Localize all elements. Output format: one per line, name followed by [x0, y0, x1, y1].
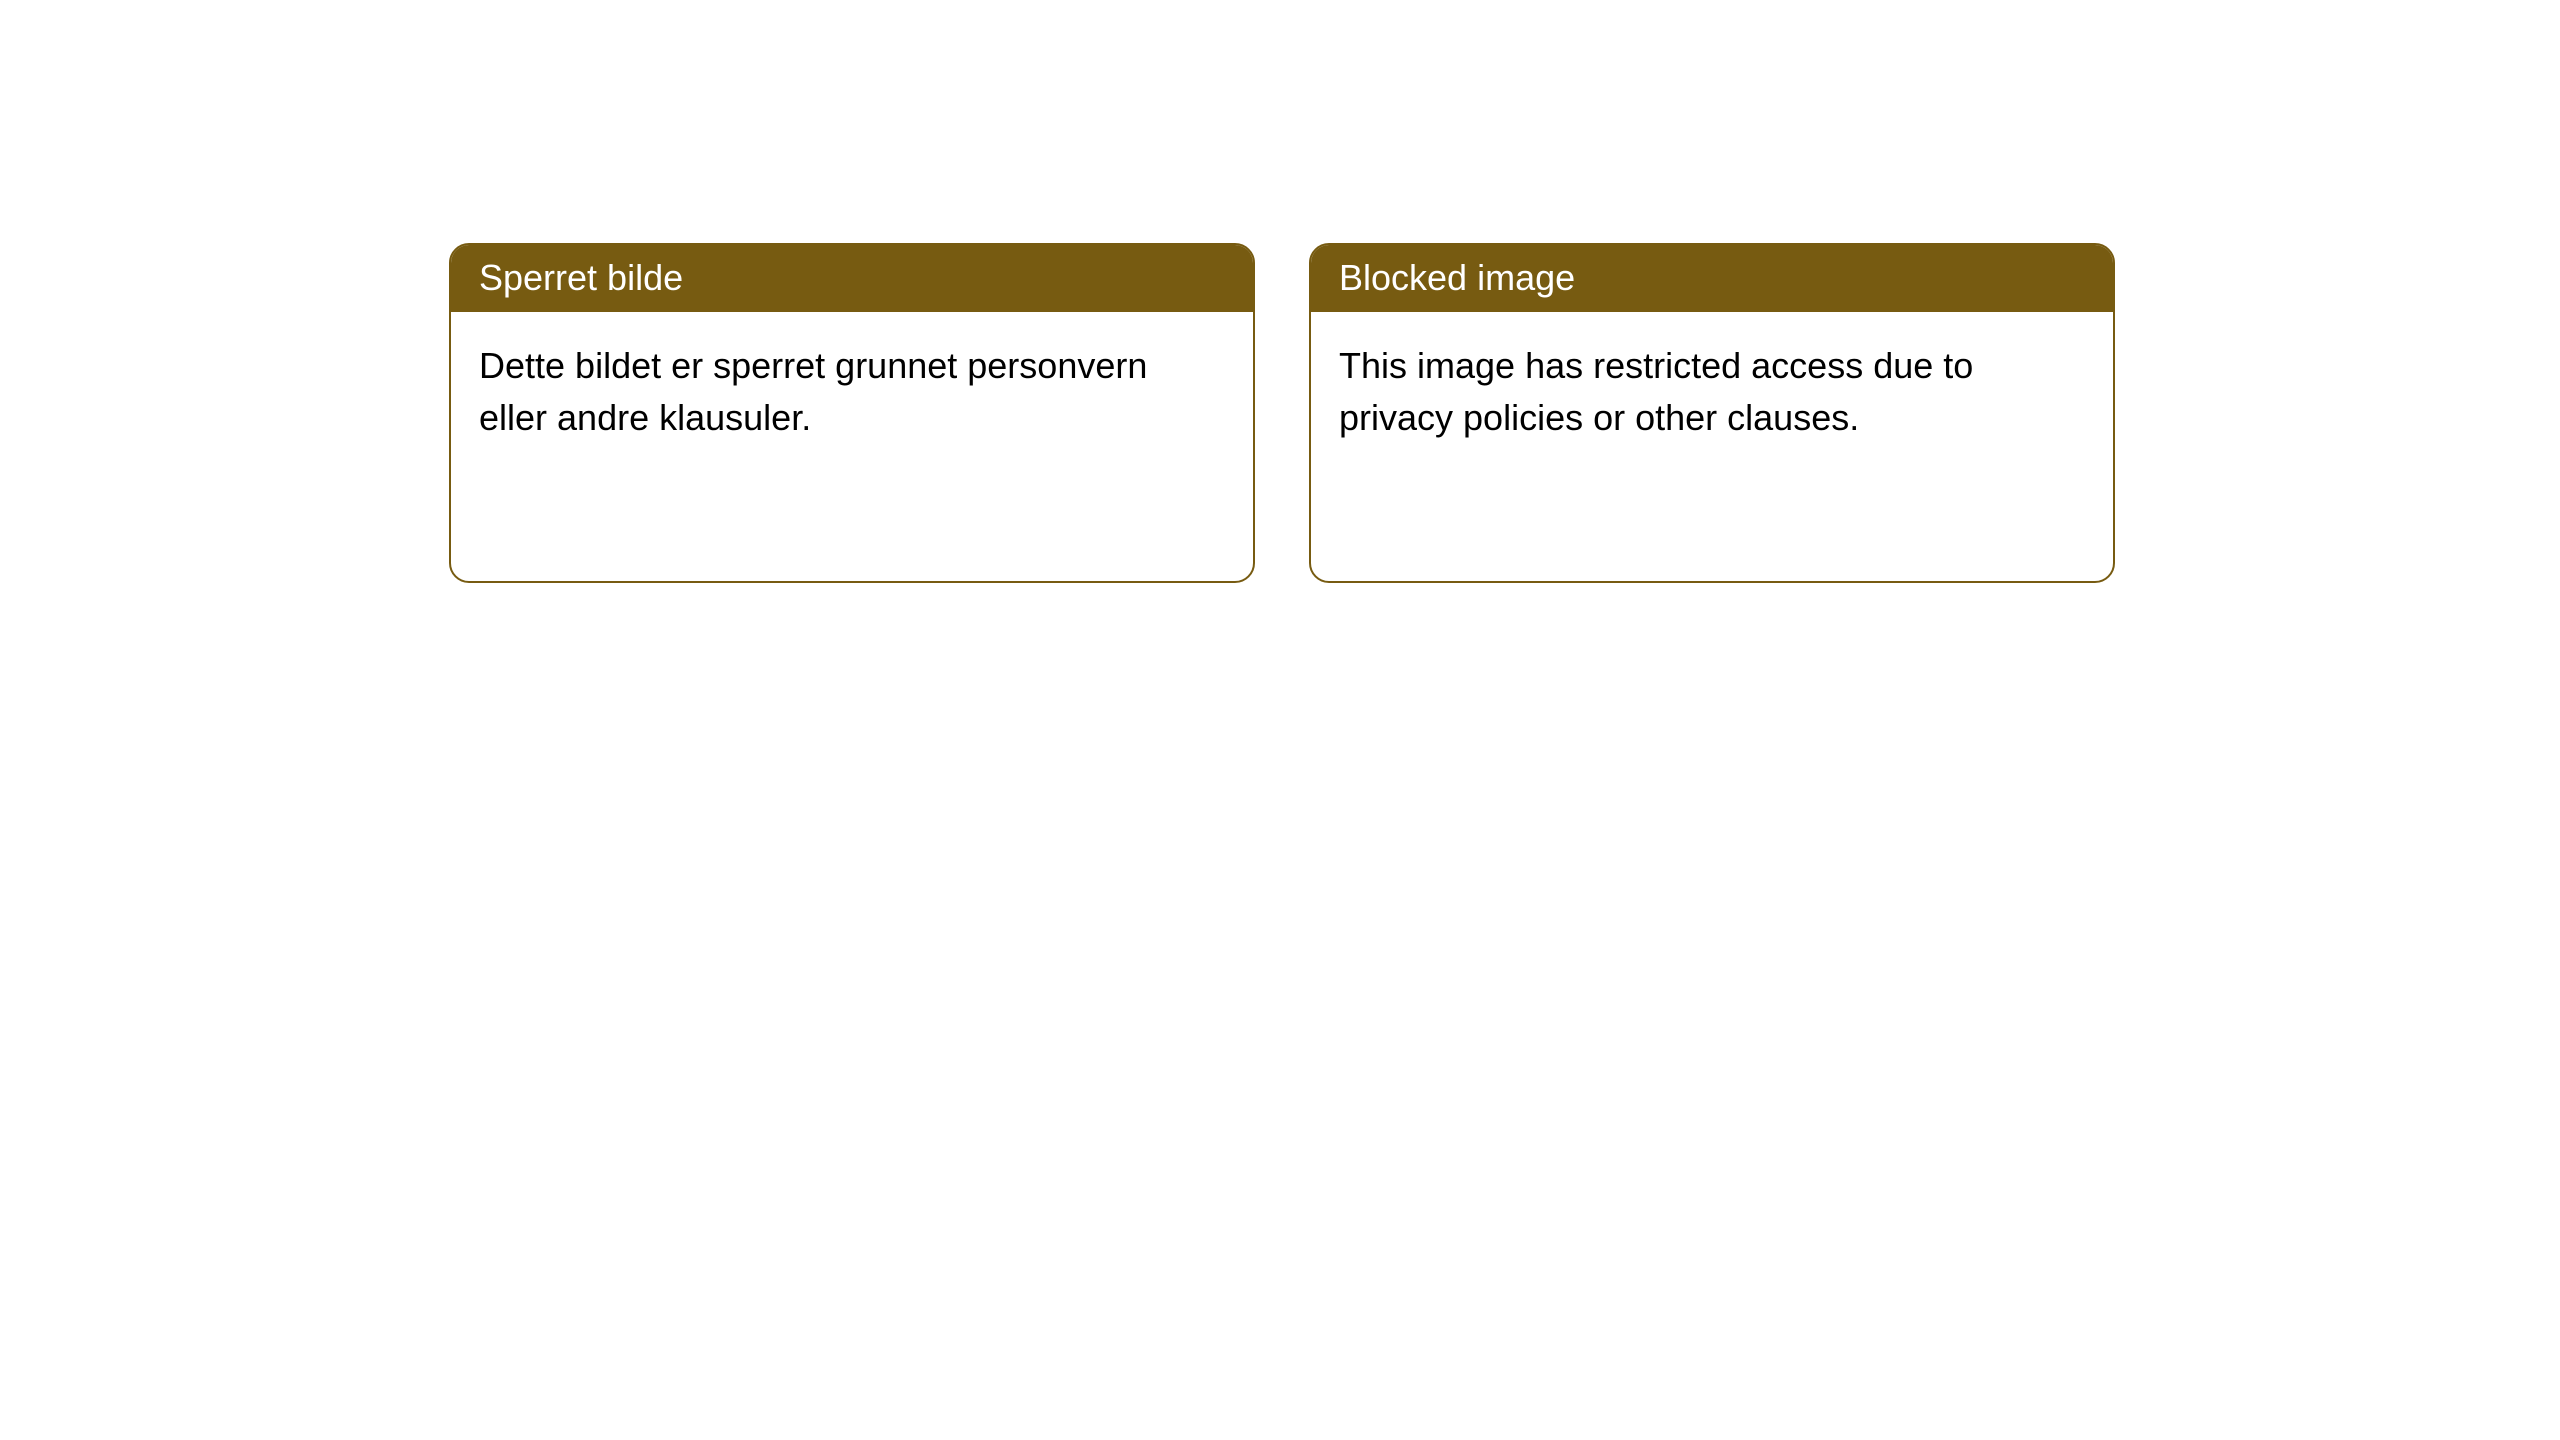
notice-card-body-no: Dette bildet er sperret grunnet personve…: [451, 312, 1253, 472]
notice-container: Sperret bilde Dette bildet er sperret gr…: [0, 0, 2560, 583]
notice-card-title-no: Sperret bilde: [451, 245, 1253, 312]
notice-card-en: Blocked image This image has restricted …: [1309, 243, 2115, 583]
notice-card-title-en: Blocked image: [1311, 245, 2113, 312]
notice-card-no: Sperret bilde Dette bildet er sperret gr…: [449, 243, 1255, 583]
notice-card-body-en: This image has restricted access due to …: [1311, 312, 2113, 472]
